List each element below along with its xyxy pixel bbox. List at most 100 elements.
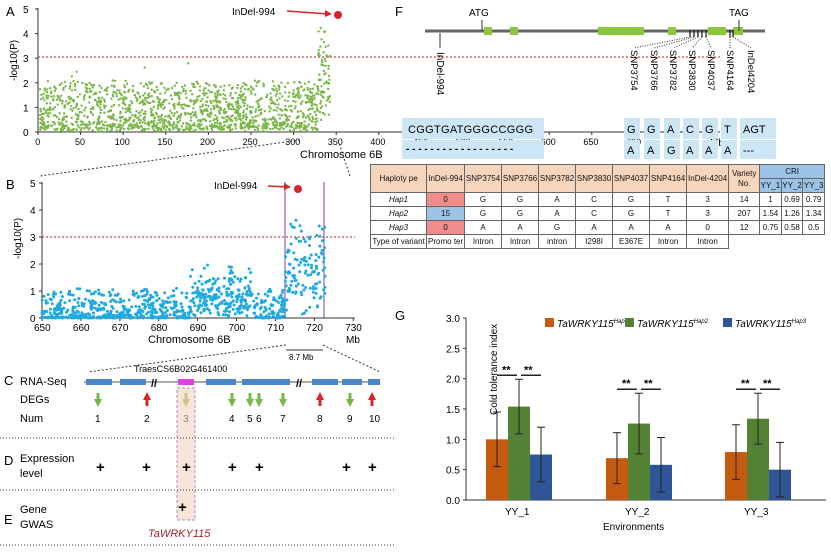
- b-point: [44, 299, 48, 303]
- variant-cell: intron: [538, 234, 577, 249]
- b-point: [233, 275, 237, 279]
- a-point: [135, 116, 138, 119]
- a-point: [304, 100, 307, 104]
- b-point: [119, 300, 123, 304]
- b-point: [235, 307, 239, 311]
- b-point: [165, 315, 169, 319]
- snp-connector: [672, 36, 699, 49]
- b-point: [283, 279, 287, 283]
- b-point: [108, 294, 112, 298]
- a-point: [257, 102, 260, 106]
- a-point: [176, 127, 179, 130]
- a-point: [281, 95, 284, 98]
- a-point: [121, 97, 125, 101]
- a-point: [261, 129, 265, 133]
- a-point: [195, 116, 198, 119]
- a-point: [314, 123, 317, 127]
- a-point: [239, 95, 243, 99]
- a-point: [159, 102, 162, 106]
- b-point: [163, 291, 167, 295]
- a-point: [218, 109, 221, 113]
- deg-up-arrow-stem: [318, 400, 322, 406]
- a-point: [311, 120, 314, 123]
- a-point: [95, 123, 99, 126]
- b-point: [321, 268, 325, 272]
- panel-a-marker-arrow: [286, 10, 329, 15]
- a-point: [324, 60, 327, 63]
- a-point: [225, 115, 228, 119]
- b-point: [304, 309, 308, 313]
- b-point: [217, 313, 221, 317]
- a-point: [140, 101, 143, 104]
- b-point: [185, 296, 188, 300]
- a-point: [304, 116, 308, 119]
- b-point: [196, 286, 199, 290]
- b-point: [122, 299, 126, 303]
- b-point: [322, 260, 325, 264]
- a-point: [128, 116, 131, 119]
- b-point: [220, 292, 223, 296]
- b-point: [207, 290, 211, 294]
- snp-top-allele: G: [647, 124, 656, 136]
- a-point: [159, 127, 162, 130]
- b-point: [311, 285, 315, 289]
- a-point: [46, 120, 49, 124]
- a-point: [276, 121, 279, 124]
- b-point: [175, 316, 179, 320]
- a-point: [77, 126, 81, 129]
- a-point: [327, 67, 330, 70]
- a-point: [139, 114, 142, 117]
- b-point: [115, 310, 119, 314]
- a-point: [131, 89, 135, 92]
- a-point: [167, 120, 171, 124]
- a-point: [94, 126, 98, 129]
- cri-cell: 0.69: [780, 192, 804, 207]
- b-point: [130, 305, 134, 309]
- variant-cell: Type of variant: [369, 234, 428, 249]
- a-point: [180, 103, 184, 107]
- cri-cell: 1.54: [759, 206, 782, 221]
- a-point: [214, 99, 217, 102]
- a-point: [107, 110, 110, 113]
- a-point: [94, 98, 97, 102]
- b-point: [102, 307, 106, 311]
- b-point: [52, 295, 56, 299]
- a-point: [319, 102, 322, 105]
- b-point: [148, 306, 152, 310]
- a-point: [234, 116, 237, 119]
- panel-b-interval-label: 8.7 Mb: [289, 353, 314, 362]
- a-point: [239, 125, 243, 128]
- a-point: [224, 94, 227, 97]
- a-point: [119, 97, 122, 100]
- b-point: [281, 290, 284, 294]
- a-point: [171, 86, 174, 90]
- deg-num: 2: [144, 414, 150, 425]
- b-point: [253, 305, 256, 309]
- a-point: [295, 116, 298, 120]
- b-point: [90, 304, 94, 308]
- a-point: [184, 128, 187, 131]
- a-point: [320, 105, 324, 108]
- b-point: [292, 226, 296, 229]
- snp-cell: T: [649, 192, 688, 207]
- a-point: [50, 95, 53, 98]
- b-xtick-label: 730: [345, 323, 362, 334]
- a-point: [315, 107, 319, 110]
- a-point: [99, 101, 103, 104]
- a-point: [53, 121, 56, 125]
- snp-bottom-allele: A: [724, 145, 732, 157]
- b-point: [46, 301, 49, 305]
- snp-top-box: [624, 118, 640, 139]
- b-point: [288, 271, 292, 275]
- a-point: [264, 130, 267, 133]
- b-point: [317, 271, 321, 275]
- a-point: [156, 97, 159, 100]
- a-point: [173, 107, 176, 110]
- b-point: [130, 315, 134, 319]
- b-point: [271, 315, 275, 318]
- b-point: [310, 266, 313, 270]
- table-header: SNP3766: [501, 164, 540, 193]
- b-point: [97, 291, 101, 295]
- b-point: [265, 314, 269, 318]
- b-point: [85, 289, 89, 293]
